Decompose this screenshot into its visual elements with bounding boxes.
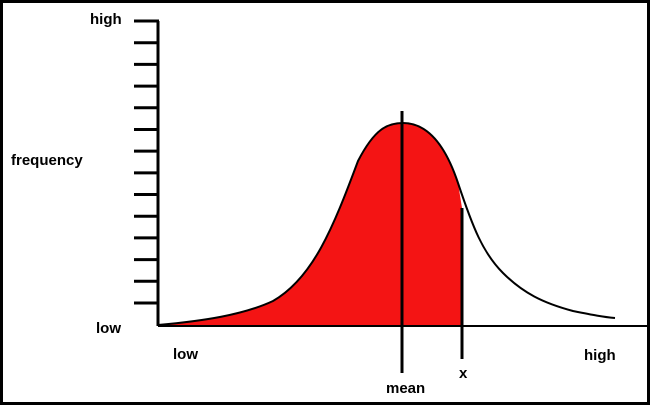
normal-curve-diagram: high frequency low low high mean x [11,11,650,397]
x-marker-label: x [459,365,468,382]
mean-label: mean [386,380,425,397]
x-axis-high-label: high [584,347,616,364]
y-axis-low-label: low [96,320,121,337]
y-axis-high-label: high [90,11,122,28]
shaded-area-below-x [158,123,462,326]
y-axis-ticks [134,19,159,305]
y-axis-title: frequency [11,152,83,169]
x-axis-low-label: low [173,346,198,363]
distribution-curve [157,121,616,326]
